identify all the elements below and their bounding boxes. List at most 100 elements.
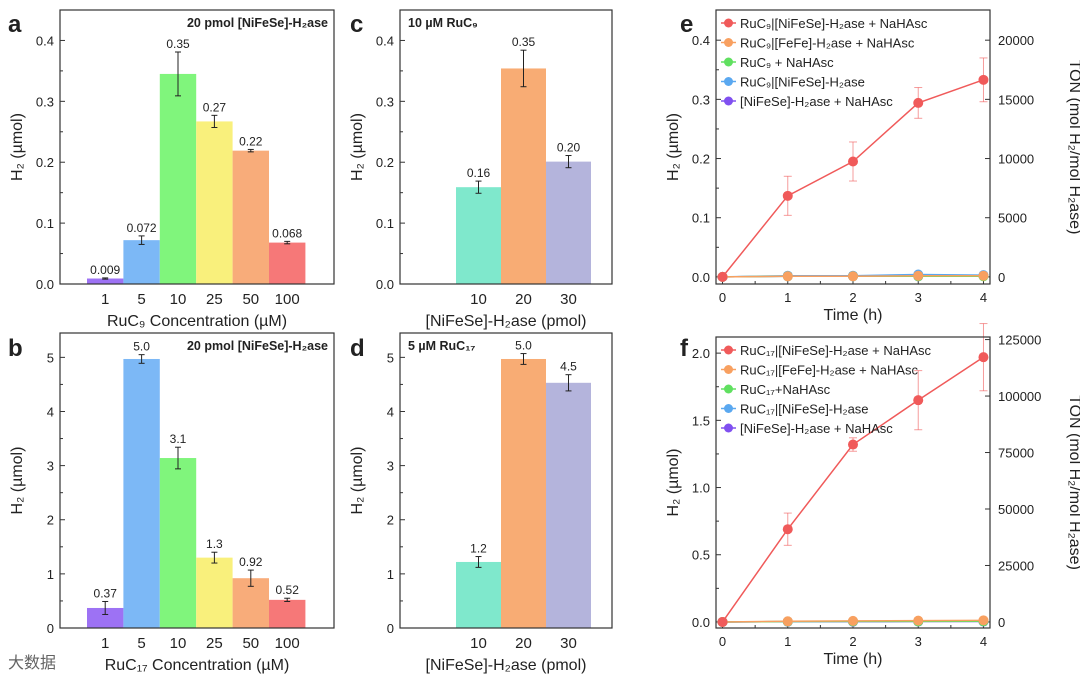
panel-c: c 0.0 0.1 0.2 0.3 0.4 H₂ (µmol) 10 µM RuC₉ 0.16 1… [349, 9, 613, 330]
y-tick-label: 0.1 [36, 216, 54, 231]
legend-label: RuC₁₇|[NiFeSe]-H₂ase + NaHAsc [740, 343, 932, 358]
x-tick-label: 0 [719, 634, 726, 649]
data-point [978, 270, 989, 281]
chart-title: 5 µM RuC₁₇ [408, 339, 475, 353]
y2-tick-label: 0 [998, 270, 1005, 285]
x-tick-label: 3 [915, 634, 922, 649]
bar-100 [269, 599, 306, 628]
y-tick-label: 0.3 [36, 94, 54, 109]
y-tick-label: 2 [387, 513, 394, 528]
y-tick-label: 0.0 [692, 615, 710, 630]
y-tick-label: 5 [387, 350, 394, 365]
y2-axis-label: TON (mol H₂/mol H₂ase) [1066, 60, 1080, 235]
legend-marker [724, 18, 733, 28]
y-tick-label: 0.3 [376, 94, 394, 109]
panel-d: d 0 1 2 3 4 5 H₂ (µmol) 5 µM RuC₁₇ 1.2 10 5.0 20 4.5 3… [349, 332, 613, 674]
x-tick-label: 10 [470, 635, 487, 652]
data-label: 0.35 [512, 35, 536, 49]
data-point [978, 615, 989, 626]
y-tick-label: 2.0 [692, 346, 710, 361]
legend-label: RuC₁₇+NaHAsc [740, 382, 831, 397]
bar-100 [269, 242, 306, 284]
y2-tick-label: 25000 [998, 558, 1034, 573]
y-tick-label: 0.0 [692, 270, 710, 285]
bar-1 [87, 278, 124, 284]
x-tick-label: 1 [101, 291, 109, 308]
x-tick-label: 30 [560, 635, 577, 652]
x-tick-label: 1 [784, 290, 791, 305]
y-tick-label: 3 [387, 459, 394, 474]
y-tick-label: 1.0 [692, 481, 710, 496]
bar-20 [501, 358, 546, 628]
data-label: 0.16 [467, 166, 491, 180]
data-point [782, 524, 793, 535]
panel-letter: b [8, 335, 23, 362]
legend-label: RuC₉|[NiFeSe]-H₂ase + NaHAsc [740, 16, 928, 31]
x-tick-label: 20 [515, 635, 532, 652]
y2-tick-label: 10000 [998, 152, 1034, 167]
x-tick-label: 1 [784, 634, 791, 649]
x-tick-label: 10 [470, 291, 487, 308]
y-tick-label: 0.1 [692, 211, 710, 226]
bar-10 [456, 561, 501, 628]
data-label: 4.5 [560, 360, 577, 374]
x-tick-label: 0 [719, 290, 726, 305]
x-tick-label: 5 [137, 635, 145, 652]
plot-frame [399, 332, 613, 629]
y-tick-label: 0.2 [36, 155, 54, 170]
data-point [913, 97, 924, 108]
y-tick-label: 0.4 [692, 33, 710, 48]
legend-marker [724, 77, 733, 86]
bar-10 [159, 458, 197, 628]
plot-frame [715, 9, 991, 285]
data-label: 0.92 [239, 555, 263, 569]
plot-frame [59, 9, 335, 285]
bar-20 [501, 68, 546, 284]
x-tick-label: 4 [980, 634, 987, 649]
y2-tick-label: 100000 [998, 389, 1041, 404]
data-label: 0.068 [272, 226, 302, 240]
y-tick-label: 0.5 [692, 548, 710, 563]
data-point [782, 190, 793, 201]
legend-label: RuC₁₇|[NiFeSe]-H₂ase [740, 402, 869, 417]
bar-5 [123, 358, 160, 628]
x-tick-label: 2 [849, 634, 856, 649]
x-tick-label: 100 [275, 635, 300, 652]
panel-letter: c [350, 11, 363, 38]
data-label: 0.22 [239, 134, 263, 148]
y-tick-label: 0.3 [692, 92, 710, 107]
legend-marker [724, 96, 733, 106]
x-axis-label: Time (h) [824, 651, 883, 668]
bar-5 [123, 240, 160, 284]
legend-marker [724, 57, 733, 67]
data-point [913, 395, 924, 406]
panel-letter: f [680, 335, 689, 362]
y-axis-label: H₂ (µmol) [349, 113, 366, 181]
x-tick-label: 25 [206, 291, 223, 308]
legend-label: [NiFeSe]-H₂ase + NaHAsc [740, 421, 893, 436]
data-label: 0.37 [94, 586, 118, 600]
data-point [717, 271, 728, 282]
y-axis-label: H₂ (µmol) [665, 449, 682, 517]
data-label: 0.20 [557, 141, 581, 155]
data-point [848, 439, 858, 450]
legend-marker [724, 345, 733, 355]
bar-25 [196, 121, 233, 284]
y-tick-label: 3 [47, 459, 54, 474]
y-tick-label: 4 [47, 404, 54, 419]
x-tick-label: 2 [849, 290, 856, 305]
x-tick-label: 1 [101, 635, 109, 652]
data-point [913, 270, 924, 281]
bar-30 [546, 161, 591, 284]
x-axis-label: [NiFeSe]-H₂ase (pmol) [426, 657, 587, 674]
y-tick-label: 0.4 [36, 33, 54, 48]
x-tick-label: 20 [515, 291, 532, 308]
y-tick-label: 0.0 [36, 277, 54, 292]
data-point [913, 615, 924, 626]
x-tick-label: 5 [137, 291, 145, 308]
y-tick-label: 2 [47, 513, 54, 528]
plot-frame [59, 332, 335, 629]
bar-25 [196, 557, 233, 628]
legend-label: RuC₉|[FeFe]-H₂ase + NaHAsc [740, 36, 915, 51]
